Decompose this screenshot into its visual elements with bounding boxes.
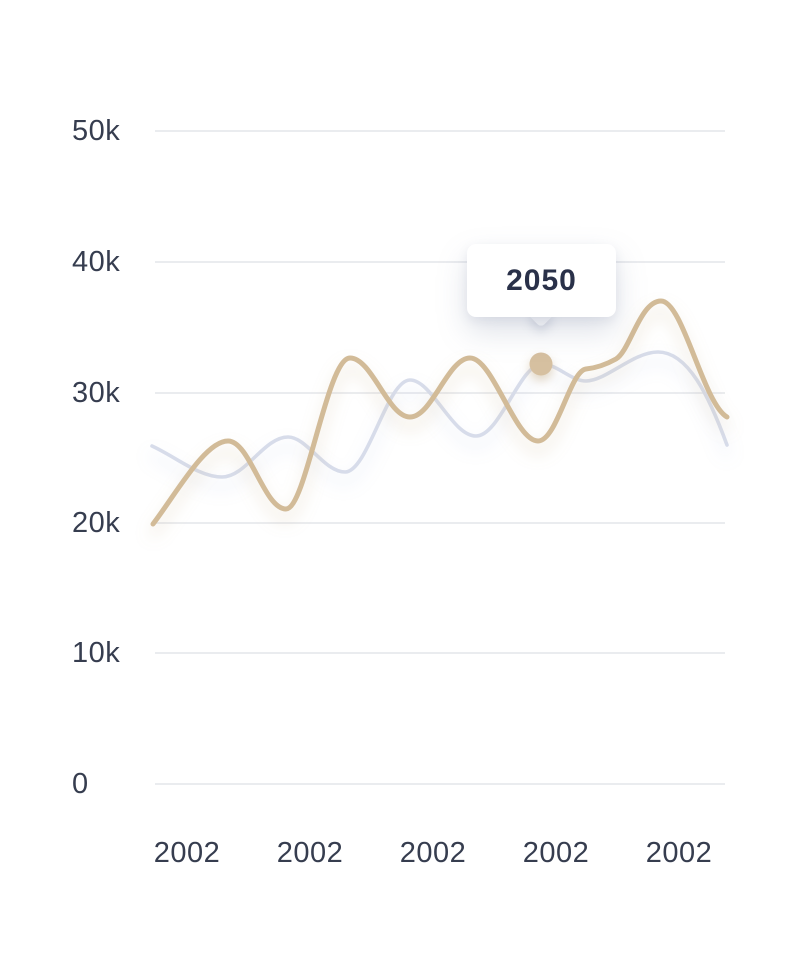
tooltip: 2050: [467, 244, 616, 328]
lavender-series-line: [150, 350, 729, 479]
y-axis-label-20k: 20k: [72, 507, 121, 539]
y-axis-label-10k: 10k: [72, 637, 121, 669]
x-axis-label-1: 2002: [153, 837, 221, 869]
y-axis-label-50k: 50k: [72, 115, 121, 147]
x-axis-label-4: 2002: [522, 837, 590, 869]
y-axis-label-40k: 40k: [72, 246, 121, 278]
y-axis-label-0: 0: [72, 768, 89, 800]
x-axis-label-3: 2002: [399, 837, 467, 869]
data-point-marker[interactable]: [529, 352, 553, 376]
beige-series-line: [150, 298, 730, 527]
tooltip-label: 2050: [506, 263, 577, 297]
tooltip-box: 2050: [467, 244, 616, 317]
x-axis-label-2: 2002: [276, 837, 344, 869]
x-axis-label-5: 2002: [645, 837, 713, 869]
gridlines: [155, 130, 725, 785]
y-axis-label-30k: 30k: [72, 377, 121, 409]
